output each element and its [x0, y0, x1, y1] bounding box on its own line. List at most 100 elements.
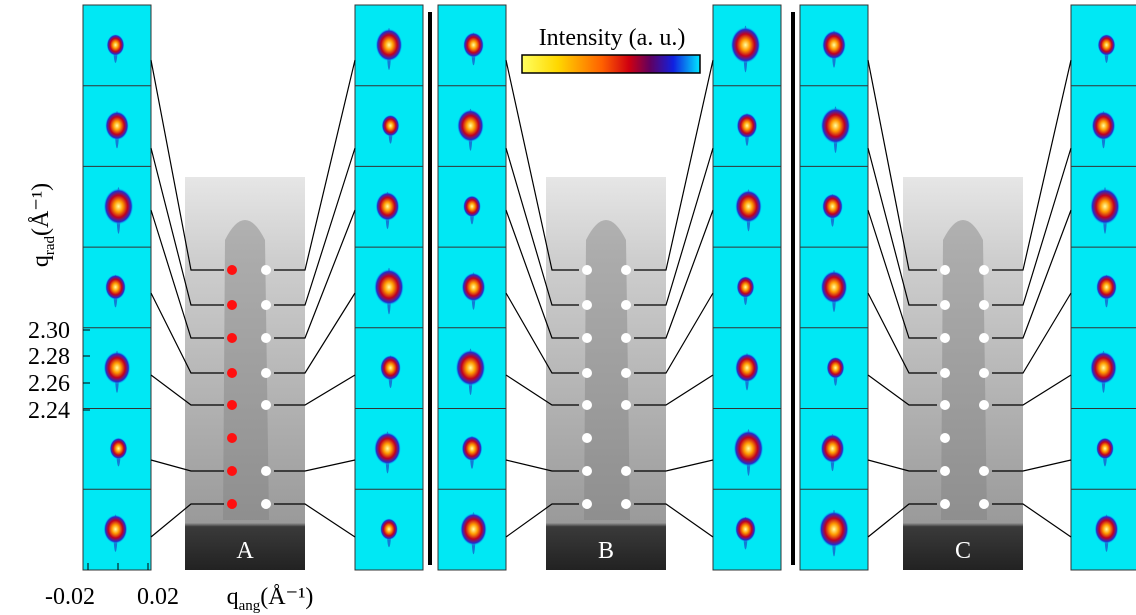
- dot: [582, 333, 592, 343]
- spot: [1096, 274, 1117, 300]
- dot: [261, 368, 271, 378]
- dot: [227, 466, 237, 476]
- spot: [1092, 111, 1116, 140]
- spot: [380, 518, 398, 540]
- dot: [227, 368, 237, 378]
- x-tick-label: 0.02: [137, 584, 179, 610]
- spot: [827, 357, 845, 379]
- dot: [227, 433, 237, 443]
- x-tick-label: -0.02: [45, 584, 95, 610]
- colorbar: [522, 55, 700, 73]
- spot: [1090, 351, 1117, 384]
- spot: [457, 109, 484, 142]
- spot: [737, 113, 758, 139]
- spot: [380, 355, 401, 381]
- dot: [979, 466, 989, 476]
- y-tick-label: 2.26: [28, 371, 70, 397]
- spot: [819, 511, 849, 548]
- spot: [104, 188, 134, 225]
- spot: [463, 32, 484, 58]
- y-tick-label: 2.24: [28, 398, 70, 424]
- spot: [374, 269, 404, 306]
- y-label-unit: (Å⁻¹): [28, 183, 54, 236]
- figure: ABC Intensity (a. u.) qrad(Å⁻¹) qang(Å⁻¹…: [0, 0, 1136, 615]
- dot: [979, 368, 989, 378]
- spot: [1096, 438, 1114, 460]
- dot: [621, 265, 631, 275]
- layout: A B C: [83, 5, 1136, 570]
- spot: [382, 115, 400, 137]
- dot: [261, 265, 271, 275]
- y-axis-label: qrad(Å⁻¹): [28, 183, 58, 267]
- spot: [1098, 34, 1116, 56]
- x-label-symbol: q: [227, 584, 239, 610]
- spot: [821, 434, 845, 463]
- dot: [582, 265, 592, 275]
- spot: [463, 195, 481, 217]
- dot: [621, 300, 631, 310]
- dot: [582, 300, 592, 310]
- spot: [105, 274, 126, 300]
- dot: [940, 333, 950, 343]
- x-axis-label: qang(Å⁻¹): [227, 584, 314, 614]
- dot: [227, 300, 237, 310]
- dot: [261, 499, 271, 509]
- dot: [940, 466, 950, 476]
- dot: [582, 466, 592, 476]
- colorbar-label: Intensity (a. u.): [539, 25, 686, 51]
- spot: [376, 29, 403, 62]
- y-label-subscript: rad: [42, 236, 58, 256]
- spot: [735, 190, 762, 223]
- dot: [940, 400, 950, 410]
- dot: [940, 433, 950, 443]
- panel-label: B: [598, 538, 614, 564]
- spot: [462, 272, 486, 301]
- x-label-unit: (Å⁻¹): [260, 584, 313, 610]
- spot: [822, 194, 843, 220]
- spot: [105, 111, 129, 140]
- dot: [582, 499, 592, 509]
- dot: [621, 400, 631, 410]
- spot: [104, 515, 128, 544]
- spot: [104, 351, 131, 384]
- spot: [374, 432, 401, 465]
- dot: [261, 333, 271, 343]
- spot: [1095, 515, 1119, 544]
- x-label-subscript: ang: [239, 598, 261, 614]
- dot: [621, 499, 631, 509]
- spot: [110, 438, 128, 460]
- spot: [737, 276, 755, 298]
- dot: [940, 368, 950, 378]
- spot: [462, 436, 483, 462]
- dot: [582, 400, 592, 410]
- panel-label: A: [236, 538, 254, 564]
- spot: [735, 353, 759, 382]
- dot: [582, 368, 592, 378]
- y-tick-label: 2.28: [28, 344, 70, 370]
- dot: [621, 333, 631, 343]
- spot: [456, 349, 486, 386]
- dot: [940, 265, 950, 275]
- dot: [621, 466, 631, 476]
- dot: [227, 333, 237, 343]
- spot: [1090, 188, 1120, 225]
- dot: [621, 368, 631, 378]
- dot: [227, 265, 237, 275]
- dot: [979, 333, 989, 343]
- dot: [261, 466, 271, 476]
- spot: [822, 30, 846, 59]
- spot: [821, 271, 848, 304]
- dot: [979, 265, 989, 275]
- spot: [735, 516, 756, 542]
- spot: [376, 192, 400, 221]
- dot: [979, 499, 989, 509]
- spot: [460, 513, 487, 546]
- spot: [731, 27, 761, 64]
- spot: [821, 107, 851, 144]
- dot: [261, 300, 271, 310]
- dot: [979, 300, 989, 310]
- dot: [261, 400, 271, 410]
- panel-label: C: [955, 538, 971, 564]
- dot: [227, 499, 237, 509]
- dot: [979, 400, 989, 410]
